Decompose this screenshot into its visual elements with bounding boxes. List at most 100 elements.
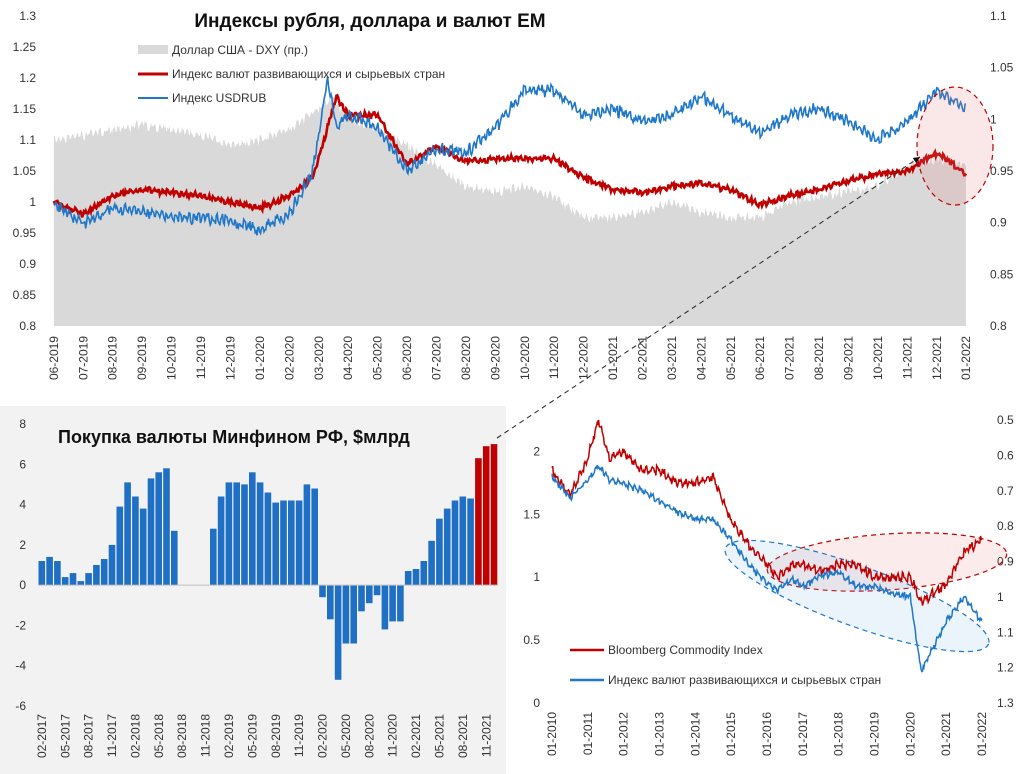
bar	[490, 444, 498, 586]
x-tick-label: 11-2021	[900, 336, 914, 379]
x-tick-label: 07-2020	[429, 336, 443, 380]
legend-label-em: Индекс валют развивающихся и сырьевых ст…	[608, 673, 881, 687]
y-tick-label: 1.15	[13, 102, 37, 116]
bar	[358, 585, 365, 612]
x-tick-label: 04-2021	[694, 336, 708, 380]
x-tick-label: 01-2010	[545, 712, 559, 756]
x-tick-label: 05-2017	[58, 714, 72, 758]
y2-tick-label: 1	[990, 112, 997, 126]
bar	[475, 458, 482, 586]
x-tick-label: 11-2018	[199, 714, 213, 757]
bar	[249, 472, 256, 586]
bar	[412, 569, 420, 586]
x-tick-label: 02-2019	[222, 714, 236, 758]
bar	[147, 478, 155, 586]
y-tick-label: 1	[29, 195, 36, 209]
bar	[272, 502, 279, 586]
x-tick-label: 12-2021	[930, 336, 944, 380]
x-tick-label: 12-2020	[577, 336, 591, 380]
x-tick-label: 01-2020	[253, 336, 267, 380]
y2-tick-label: 0.8	[997, 519, 1014, 533]
usdrub-line	[53, 76, 967, 236]
y2-tick-label: 0.7	[997, 484, 1014, 498]
x-tick-label: 06-2019	[47, 336, 61, 380]
bottom-right-chart: 2 1.5 1 0.5 0 0.5 0.6 0.7 0.8 0.9 1 1.1 1.2 1.3 01-201…	[523, 413, 1014, 756]
x-tick-label: 01-2012	[617, 712, 631, 756]
x-tick-label: 11-2020	[386, 714, 400, 757]
bar	[77, 581, 85, 586]
x-tick-label: 07-2021	[783, 336, 797, 380]
x-tick-label: 06-2020	[400, 336, 414, 380]
y2-tick-label: 0.8	[990, 319, 1007, 333]
bar	[397, 585, 404, 622]
x-tick-label: 07-2019	[76, 336, 90, 380]
bar	[233, 482, 240, 586]
y-tick-label: 1	[533, 570, 540, 584]
top-chart: 1.3 1.25 1.2 1.15 1.1 1.05 1 0.95 0.9 0.85 0.8 1.1 1…	[13, 9, 1014, 380]
x-tick-label: 03-2020	[312, 336, 326, 380]
x-tick-label: 09-2019	[135, 336, 149, 380]
bar	[241, 484, 248, 586]
bar	[155, 472, 162, 586]
x-tick-label: 06-2021	[753, 336, 767, 380]
y-tick-label: 1.5	[523, 507, 540, 521]
x-tick-label: 02-2021	[409, 714, 423, 758]
x-tick-label: 08-2021	[456, 714, 470, 758]
bar	[69, 573, 77, 586]
bar	[38, 561, 46, 586]
x-tick-label: 02-2017	[35, 714, 49, 758]
y-tick-label: 0	[19, 578, 26, 592]
bar	[311, 488, 318, 586]
x-tick-label: 08-2020	[362, 714, 376, 758]
legend-label-em: Индекс валют развивающихся и сырьевых ст…	[172, 67, 445, 81]
y-tick-label: 2	[533, 444, 540, 458]
bar	[350, 585, 357, 644]
legend-label-bcom: Bloomberg Commodity Index	[608, 643, 763, 657]
bar	[61, 577, 69, 586]
y2-tick-label: 0.6	[997, 448, 1014, 462]
x-tick-label: 01-2013	[653, 712, 667, 756]
x-tick-label: 08-2019	[269, 714, 283, 758]
x-tick-label: 05-2021	[433, 714, 447, 758]
bar	[404, 571, 412, 586]
x-tick-label: 08-2021	[812, 336, 826, 380]
y-tick-label: 1.3	[19, 9, 36, 23]
bar	[256, 482, 264, 586]
highlight-ellipse-em	[724, 539, 990, 653]
bar	[85, 573, 92, 586]
x-tick-label: 11-2017	[105, 714, 119, 757]
x-tick-label: 02-2021	[635, 336, 649, 380]
y2-tick-label: 0.5	[997, 413, 1014, 427]
x-tick-label: 01-2015	[724, 712, 738, 756]
x-tick-label: 02-2020	[316, 714, 330, 758]
x-tick-label: 11-2021	[479, 714, 493, 757]
x-tick-label: 03-2021	[665, 336, 679, 380]
bar	[436, 518, 443, 586]
y2-tick-label: 0.9	[997, 555, 1014, 569]
legend-label-usdrub: Индекс USDRUB	[172, 91, 266, 105]
y-tick-label: 0.8	[19, 319, 36, 333]
y-tick-label: 0	[533, 696, 540, 710]
bar	[443, 508, 451, 586]
bar	[482, 446, 490, 586]
y2-tick-label: 1.2	[997, 661, 1014, 675]
x-tick-label: 08-2018	[175, 714, 189, 758]
y2-tick-label: 1.1	[997, 625, 1014, 639]
x-tick-label: 01-2014	[688, 712, 702, 756]
bottom-left-chart: 8 6 4 2 0 -2 -4 -6 02-2017 05-2017 08-2017 11-2017 0…	[15, 417, 498, 758]
y-tick-label: 4	[19, 498, 26, 512]
x-tick-label: 08-2017	[82, 714, 96, 758]
x-tick-label: 08-2020	[459, 336, 473, 380]
y-tick-label: 0.85	[13, 288, 37, 302]
bar	[342, 585, 350, 644]
bar	[264, 492, 272, 586]
highlight-ellipse	[916, 86, 994, 206]
em-index-line	[551, 465, 983, 673]
x-tick-label: 01-2021	[939, 712, 953, 756]
bar	[327, 585, 334, 620]
y-tick-label: 6	[19, 457, 26, 471]
bar	[217, 496, 225, 586]
y2-tick-label: 1.1	[990, 9, 1007, 23]
x-tick-label: 01-2020	[903, 712, 917, 756]
x-tick-label: 01-2011	[581, 712, 595, 755]
